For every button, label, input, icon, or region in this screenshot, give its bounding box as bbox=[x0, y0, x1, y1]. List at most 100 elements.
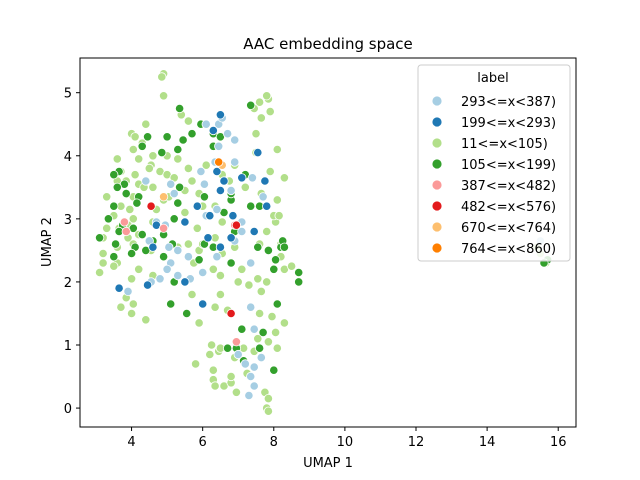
data-point bbox=[157, 72, 167, 82]
data-point bbox=[187, 129, 197, 139]
data-point bbox=[262, 91, 272, 101]
data-point bbox=[162, 132, 172, 142]
data-point bbox=[210, 381, 220, 391]
data-point bbox=[286, 261, 297, 271]
data-point bbox=[182, 308, 192, 319]
legend-label: 11<=x<105) bbox=[461, 137, 548, 152]
data-point bbox=[134, 264, 144, 274]
data-point bbox=[164, 242, 174, 252]
data-point bbox=[253, 148, 263, 158]
data-point bbox=[121, 189, 131, 199]
data-point bbox=[148, 151, 158, 161]
data-point bbox=[98, 248, 108, 259]
data-point bbox=[173, 245, 183, 255]
data-point bbox=[215, 270, 225, 281]
data-point bbox=[141, 315, 151, 325]
data-point bbox=[201, 119, 211, 129]
data-point bbox=[249, 226, 259, 237]
data-point bbox=[180, 217, 190, 227]
data-point bbox=[223, 129, 233, 139]
data-point bbox=[256, 286, 266, 296]
data-point bbox=[255, 343, 265, 353]
data-point bbox=[237, 324, 247, 334]
data-point bbox=[137, 230, 147, 240]
legend-label: 670<=x<764) bbox=[461, 221, 556, 236]
legend-title: label bbox=[477, 71, 508, 86]
data-point bbox=[199, 179, 209, 189]
data-point bbox=[226, 233, 236, 243]
data-point bbox=[128, 299, 138, 309]
legend-marker bbox=[431, 221, 443, 233]
data-point bbox=[201, 160, 211, 170]
data-point bbox=[134, 154, 144, 164]
data-point bbox=[175, 182, 185, 192]
data-point bbox=[205, 349, 215, 360]
data-point bbox=[109, 201, 119, 211]
data-point bbox=[208, 365, 218, 375]
x-tick-label: 12 bbox=[408, 435, 425, 450]
data-point bbox=[246, 201, 256, 211]
data-point bbox=[159, 192, 169, 202]
data-point bbox=[265, 166, 275, 177]
data-point bbox=[212, 252, 222, 262]
data-point bbox=[272, 144, 282, 155]
x-tick-label: 14 bbox=[479, 435, 496, 450]
legend-marker bbox=[431, 158, 443, 170]
data-point bbox=[141, 176, 151, 186]
data-point bbox=[294, 277, 304, 287]
data-point bbox=[166, 299, 176, 309]
data-point bbox=[173, 154, 183, 164]
data-point bbox=[111, 239, 121, 249]
y-axis-ticks: 0 1 2 3 4 5 bbox=[64, 87, 80, 417]
legend-label: 293<=x<387) bbox=[461, 95, 556, 110]
legend-label: 105<=x<199) bbox=[461, 158, 556, 173]
data-point bbox=[226, 258, 236, 268]
data-point bbox=[159, 223, 169, 233]
data-point bbox=[123, 286, 133, 296]
data-point bbox=[98, 258, 108, 268]
data-point bbox=[251, 129, 261, 139]
x-tick-label: 8 bbox=[270, 435, 278, 450]
data-point bbox=[246, 302, 256, 312]
data-point bbox=[109, 261, 119, 271]
x-axis-label: UMAP 1 bbox=[303, 456, 353, 471]
data-point bbox=[127, 274, 137, 284]
data-point bbox=[258, 327, 268, 337]
data-point bbox=[95, 267, 105, 278]
data-point bbox=[159, 252, 169, 262]
data-point bbox=[270, 327, 281, 337]
data-point bbox=[127, 248, 137, 259]
data-point bbox=[214, 141, 224, 151]
data-point bbox=[146, 201, 156, 211]
data-point bbox=[162, 264, 172, 274]
data-point bbox=[109, 252, 119, 262]
x-tick-label: 6 bbox=[199, 435, 207, 450]
data-point bbox=[194, 318, 204, 328]
data-point bbox=[112, 182, 122, 192]
data-point bbox=[144, 163, 154, 173]
data-point bbox=[294, 267, 304, 278]
data-point bbox=[263, 245, 273, 255]
legend-label: 482<=x<576) bbox=[461, 200, 556, 215]
legend-box bbox=[417, 64, 571, 262]
data-point bbox=[244, 280, 254, 290]
data-point bbox=[228, 211, 238, 221]
data-point bbox=[169, 189, 179, 199]
data-point bbox=[237, 226, 247, 237]
chart-title: AAC embedding space bbox=[243, 35, 413, 53]
data-point bbox=[166, 179, 176, 189]
data-point bbox=[246, 371, 256, 382]
data-point bbox=[255, 97, 265, 107]
data-point bbox=[279, 318, 289, 328]
data-point bbox=[196, 166, 206, 177]
data-point bbox=[270, 255, 281, 265]
data-point bbox=[180, 207, 190, 218]
data-point bbox=[215, 242, 225, 252]
data-point bbox=[237, 173, 247, 183]
data-point bbox=[244, 390, 254, 401]
y-tick-label: 4 bbox=[64, 150, 72, 165]
data-point bbox=[230, 157, 240, 167]
data-point bbox=[230, 135, 240, 145]
data-point bbox=[212, 204, 222, 214]
